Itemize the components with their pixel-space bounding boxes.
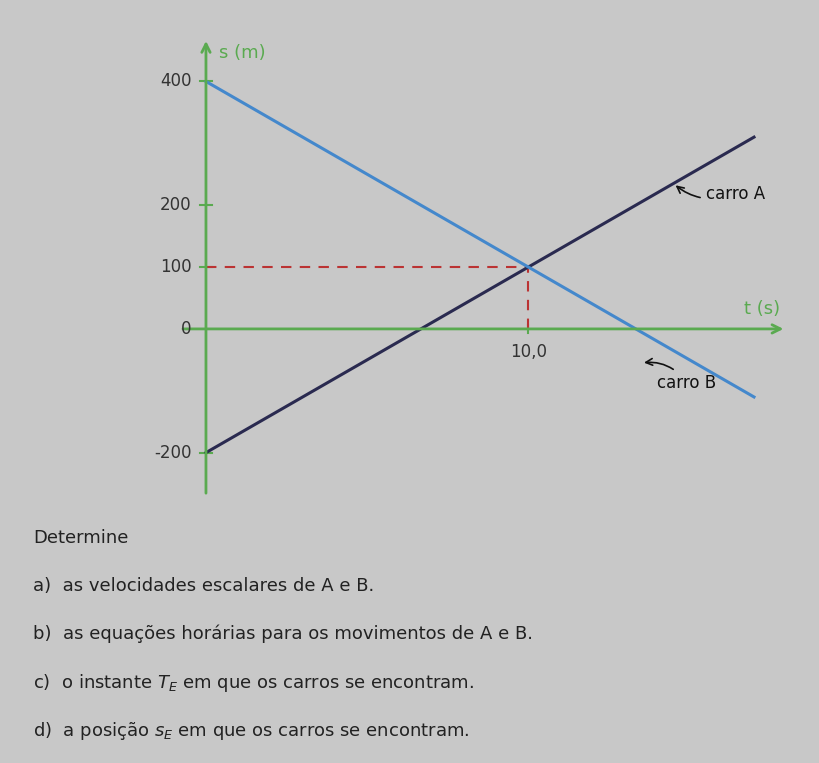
Text: 100: 100: [160, 258, 192, 276]
Text: c)  o instante $T_E$ em que os carros se encontram.: c) o instante $T_E$ em que os carros se …: [33, 672, 474, 694]
Text: carro A: carro A: [677, 185, 765, 203]
Text: b)  as equações horárias para os movimentos de A e B.: b) as equações horárias para os moviment…: [33, 624, 533, 643]
Text: t (s): t (s): [744, 300, 780, 317]
Text: 10,0: 10,0: [510, 343, 547, 361]
Text: d)  a posição $s_E$ em que os carros se encontram.: d) a posição $s_E$ em que os carros se e…: [33, 720, 469, 742]
Text: 400: 400: [160, 72, 192, 91]
Text: -200: -200: [154, 443, 192, 462]
Text: a)  as velocidades escalares de A e B.: a) as velocidades escalares de A e B.: [33, 577, 374, 594]
Text: carro B: carro B: [646, 359, 717, 391]
Text: Determine: Determine: [33, 529, 128, 547]
Text: 0: 0: [181, 320, 192, 338]
Text: s (m): s (m): [219, 44, 265, 63]
Text: 200: 200: [160, 196, 192, 214]
